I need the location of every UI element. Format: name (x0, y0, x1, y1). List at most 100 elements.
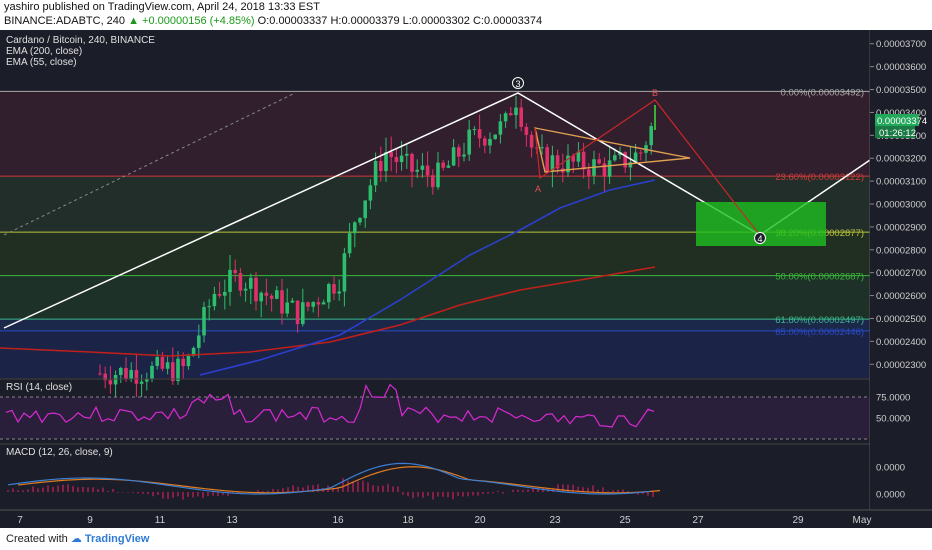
candle-body (477, 129, 482, 139)
candle-body (280, 290, 284, 314)
legend-rsi: RSI (14, close) (6, 382, 72, 393)
candle-body (353, 222, 357, 234)
candle-body (306, 302, 310, 307)
candle-body (202, 307, 206, 336)
candle-body (259, 292, 263, 302)
candle-body (197, 335, 201, 348)
candle-body (238, 273, 243, 291)
legend: Cardano / Bitcoin, 240, BINANCE EMA (200… (6, 35, 155, 458)
candle-body (571, 155, 575, 162)
candle-body (342, 253, 347, 292)
x-tick-label: 13 (226, 515, 238, 526)
tradingview-brand[interactable]: TradingView (84, 533, 150, 545)
fib-label: 61.80%(0.00002497) (775, 315, 864, 326)
y-tick-label: 0.00003500 (876, 85, 926, 96)
candle-body (509, 113, 513, 116)
candle-body (290, 300, 295, 303)
candle-body (498, 121, 503, 135)
y-tick-label: 0.00003100 (876, 177, 926, 188)
wave-label: B (652, 88, 658, 98)
fib-label: 23.60%(0.00003122) (775, 172, 864, 183)
timer-text: 01:26:12 (879, 128, 916, 139)
chart-canvas[interactable]: 0.00%(0.00003492)23.60%(0.00003122)38.20… (0, 30, 932, 528)
candle-body (295, 300, 300, 325)
y-tick-label: 0.00002500 (876, 314, 926, 325)
candle-body (519, 107, 523, 127)
wave-label-circle (512, 77, 524, 89)
macd-pane[interactable] (7, 462, 661, 500)
candle-body (347, 233, 352, 254)
candle-body (524, 126, 529, 135)
y-tick-label: 0.00003200 (876, 154, 926, 165)
candle-body (368, 185, 373, 201)
price-badges: 0.00003374 01:26:12 (875, 114, 927, 139)
candle-body (129, 370, 133, 380)
rsi-pane[interactable] (0, 383, 870, 440)
candle-body (441, 162, 445, 168)
candle-body (108, 380, 113, 385)
candle-body (321, 302, 326, 305)
candle-body (639, 152, 643, 154)
candle-body (233, 269, 237, 274)
footer: Created with ☁ TradingView (0, 528, 932, 550)
x-tick-label: 11 (155, 515, 166, 526)
candle-body (467, 129, 471, 155)
x-tick-label: 27 (692, 515, 704, 526)
candle-body (103, 373, 107, 381)
candle-body (124, 367, 128, 380)
chart-header: yashiro published on TradingView.com, Ap… (0, 0, 932, 30)
candle-body (134, 370, 139, 384)
tradingview-cloud-icon: ☁ (70, 533, 82, 545)
wave-label: A (535, 184, 541, 194)
candle-body (540, 147, 544, 149)
candle-body (316, 302, 321, 305)
candle-body (431, 175, 435, 188)
candle-body (607, 160, 612, 177)
y-tick-label: 0.00002800 (876, 245, 926, 256)
candle-body (269, 295, 274, 299)
candle-body (602, 163, 607, 177)
candle-body (171, 362, 175, 382)
publisher-name[interactable]: yashiro (4, 1, 40, 13)
candle-body (139, 381, 144, 384)
candle-body (207, 306, 211, 308)
candle-body (545, 147, 549, 172)
candle-body (420, 165, 425, 170)
candle-body (405, 153, 409, 156)
candle-body (462, 154, 466, 157)
candle-body (472, 129, 477, 131)
candle-body (399, 155, 404, 163)
x-tick-label: 25 (619, 515, 631, 526)
projection-path (534, 99, 761, 236)
candle-body (410, 153, 414, 172)
x-tick-label: 23 (549, 515, 561, 526)
candle-body (311, 302, 315, 307)
candle-body (389, 152, 393, 158)
x-tick-label: May (853, 515, 872, 526)
wave-label: 3 (515, 79, 520, 89)
fib-band (0, 91, 870, 177)
candle-body (181, 358, 185, 367)
wave-lines (3, 92, 871, 329)
candle-body (488, 138, 492, 146)
triangle-pattern (534, 127, 691, 173)
candle-body (628, 162, 633, 168)
rsi-tick-label: 75.0000 (876, 393, 910, 404)
candle-body (384, 152, 388, 172)
candle-body (555, 155, 560, 169)
candle-body (150, 365, 154, 380)
candle-body (597, 159, 601, 164)
candle-body (581, 151, 586, 170)
price-pane[interactable]: 0.00%(0.00003492)23.60%(0.00003122)38.20… (0, 77, 871, 400)
candle-body (373, 160, 378, 186)
candle-body (587, 169, 591, 176)
legend-ema55: EMA (55, close) (6, 57, 77, 68)
candle-body (529, 134, 534, 148)
candle-body (243, 288, 248, 291)
last-price-text: 0.00003374 (877, 116, 927, 127)
candle-body (228, 269, 232, 292)
fib-label: 65.00%(0.00002446) (775, 327, 864, 338)
candle-body (223, 291, 227, 296)
candle-body (503, 113, 508, 122)
rsi-line (5, 383, 655, 428)
